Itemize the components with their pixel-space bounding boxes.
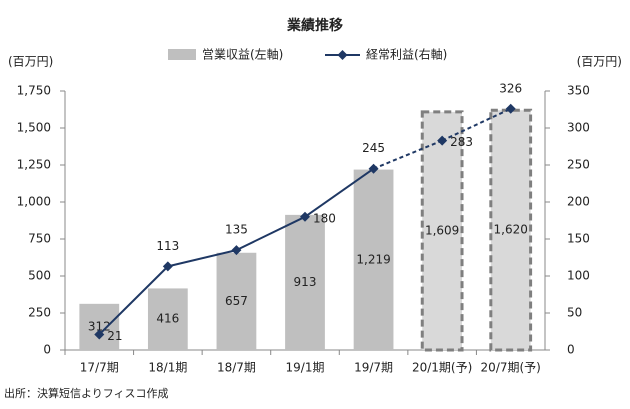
chart-title: 業績推移 (286, 17, 343, 34)
x-tick-label: 19/7期 (354, 361, 393, 375)
line-value-label: 326 (499, 81, 522, 95)
bar (353, 169, 394, 350)
bar (420, 110, 464, 352)
line-segment (167, 249, 237, 268)
y2-axis-label: (百万円) (577, 55, 622, 69)
line-segment (373, 139, 443, 170)
y-tick-label: 500 (28, 269, 51, 283)
x-tick-label: 20/1期(予) (412, 361, 472, 375)
bar (489, 108, 533, 352)
y2-tick-label: 0 (567, 343, 575, 357)
x-tick-label: 19/1期 (286, 361, 325, 375)
bar (285, 214, 325, 350)
y2-tick-label: 100 (567, 269, 590, 283)
bar-value-label: 1,620 (494, 223, 528, 237)
line-segment (98, 265, 169, 336)
line-marker (437, 135, 448, 146)
bar-value-label: 1,609 (425, 223, 459, 237)
bar (216, 252, 257, 350)
legend-label: 経常利益(右軸) (366, 47, 447, 62)
line-value-label: 283 (450, 135, 473, 149)
source-note: 出所：決算短信よりフィスコ作成 (4, 386, 169, 400)
line-marker (300, 211, 310, 222)
x-tick-label: 18/1期 (148, 361, 187, 375)
y-tick-label: 250 (28, 306, 51, 320)
y2-tick-label: 250 (567, 158, 590, 172)
line-marker (231, 245, 242, 256)
line-marker (505, 103, 516, 114)
y-tick-label: 1,000 (17, 195, 51, 209)
y2-tick-label: 300 (567, 121, 590, 135)
x-tick-label: 20/7期(予) (481, 361, 541, 375)
bar (147, 288, 188, 350)
line-marker (94, 329, 105, 340)
y-tick-label: 1,250 (17, 158, 51, 172)
y-tick-label: 0 (43, 343, 51, 357)
line-marker (368, 163, 379, 174)
legend-swatch (168, 49, 196, 60)
y-axis-label: (百万円) (8, 55, 53, 69)
bar (79, 303, 120, 350)
y2-tick-label: 350 (567, 84, 590, 98)
line-value-label: 21 (107, 329, 122, 343)
bar-value-label: 416 (156, 312, 179, 326)
x-tick-label: 18/7期 (217, 361, 256, 375)
line-value-label: 180 (313, 211, 336, 225)
line-segment (235, 215, 306, 251)
bar-value-label: 1,219 (356, 252, 390, 266)
y2-tick-label: 150 (567, 232, 590, 246)
legend-label: 営業収益(左軸) (202, 47, 283, 62)
y-tick-label: 750 (28, 232, 51, 246)
y2-tick-label: 50 (567, 306, 582, 320)
line-value-label: 135 (225, 223, 248, 237)
bar-value-label: 657 (225, 294, 248, 308)
line-segment (441, 107, 512, 142)
line-segment (304, 167, 375, 218)
line-value-label: 113 (156, 239, 179, 253)
legend-swatch (337, 50, 348, 60)
y-tick-label: 1,750 (17, 84, 51, 98)
y-tick-label: 1,500 (17, 121, 51, 135)
x-tick-label: 17/7期 (80, 361, 119, 375)
bar-value-label: 913 (294, 275, 317, 289)
line-marker (162, 261, 173, 272)
line-value-label: 245 (362, 141, 385, 155)
y2-tick-label: 200 (567, 195, 590, 209)
